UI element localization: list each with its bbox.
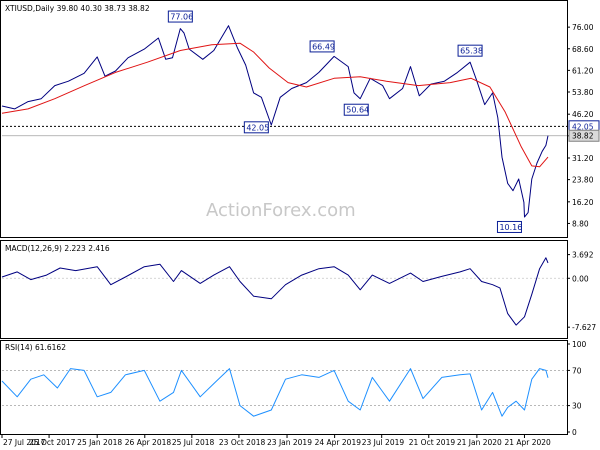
x-tick-label-10: 21 Jan 2020 xyxy=(457,438,502,447)
rsi-panel: 100 70 30 0 RSI(14) 61.6162 xyxy=(0,340,587,437)
x-tick-label-1: 25 Oct 2017 xyxy=(29,438,76,447)
price-y-tick-label-8: 16.20 xyxy=(572,198,594,207)
price-line-1 xyxy=(1,42,549,168)
price-y-tick-label-4: 46.20 xyxy=(572,110,594,119)
price-y-tick-label-6: 31.20 xyxy=(572,154,594,163)
callout-box-2 xyxy=(343,103,369,116)
x-tick-label-6: 23 Jan 2019 xyxy=(267,438,312,447)
price-series xyxy=(1,25,549,218)
macd-series xyxy=(1,257,567,326)
price-y-axis: 76.0068.6061.2053.8046.2038.8031.2023.80… xyxy=(567,23,600,228)
price-y-tick-label-0: 76.00 xyxy=(572,23,594,32)
price-y-tick-label-7: 23.80 xyxy=(572,176,594,185)
callout-label-1: 66.49 xyxy=(312,42,335,51)
rsi-y-tick-label-2: 30 xyxy=(572,402,582,411)
x-tick-label-9: 21 Oct 2019 xyxy=(409,438,456,447)
rsi-y-tick-label-3: 0 xyxy=(572,428,577,437)
price-line-0 xyxy=(1,25,549,218)
x-tick-label-2: 25 Jan 2018 xyxy=(77,438,122,447)
macd-y-tick-label-1: 0.00 xyxy=(572,274,589,283)
current-price-label: 38.82 xyxy=(572,132,594,141)
macd-line-0 xyxy=(1,257,549,326)
price-annotations: 77.06 66.49 50.64 65.38 42.05 10.16 xyxy=(167,10,522,233)
x-tick-label-5: 23 Oct 2018 xyxy=(219,438,266,447)
price-panel: ActionForex.com 76.00 68.60 61.20 53.80 46.2… xyxy=(0,0,600,238)
price-panel-frame xyxy=(0,0,568,238)
resistance-price-label: 42.05 xyxy=(572,122,594,131)
rsi-panel-title: RSI(14) 61.6162 xyxy=(5,343,66,352)
macd-y-tick-label-2: -7.627 xyxy=(572,323,596,332)
x-tick-label-11: 21 Apr 2020 xyxy=(504,438,551,447)
callout-box-1 xyxy=(309,40,335,53)
rsi-panel-frame xyxy=(0,340,568,435)
price-panel-title: XTIUSD,Daily 39.80 40.30 38.73 38.82 xyxy=(5,4,150,13)
x-tick-label-8: 23 Jul 2019 xyxy=(362,438,405,447)
callout-label-5: 10.16 xyxy=(499,223,522,232)
rsi-line-0 xyxy=(1,368,549,417)
macd-panel-frame xyxy=(0,240,568,339)
callout-box-4 xyxy=(243,121,269,134)
price-y-tick-label-3: 53.80 xyxy=(572,88,594,97)
x-tick-label-0: 27 Jul 2017 xyxy=(3,438,46,447)
rsi-y-tick-label-0: 100 xyxy=(572,340,587,349)
x-tick-label-4: 25 Jul 2018 xyxy=(172,438,215,447)
callout-box-0 xyxy=(167,10,193,23)
callout-box-3 xyxy=(457,44,483,57)
macd-y-tick-label-0: 3.692 xyxy=(572,251,594,260)
price-reference-lines xyxy=(2,125,567,137)
callout-box-5 xyxy=(496,220,522,233)
x-tick-label-3: 26 Apr 2018 xyxy=(125,438,172,447)
current-price-box xyxy=(568,129,600,142)
callout-label-3: 65.38 xyxy=(460,47,483,56)
watermark: ActionForex.com xyxy=(206,200,356,221)
x-tick-label-7: 24 Apr 2019 xyxy=(315,438,362,447)
callout-label-0: 77.06 xyxy=(170,13,193,22)
price-y-tick-label-1: 68.60 xyxy=(572,45,594,54)
price-y-tick-label-2: 61.20 xyxy=(572,66,594,75)
rsi-y-tick-label-1: 70 xyxy=(572,366,582,375)
callout-label-2: 50.64 xyxy=(346,106,369,115)
macd-panel-title: MACD(12,26,9) 2.223 2.416 xyxy=(5,244,110,253)
rsi-series xyxy=(1,368,549,417)
macd-panel: 3.692 0.00 -7.627 MACD(12,26,9) 2.223 2.41… xyxy=(0,240,596,339)
callout-label-4: 42.05 xyxy=(246,123,269,132)
price-y-tick-label-9: 8.80 xyxy=(572,219,589,228)
